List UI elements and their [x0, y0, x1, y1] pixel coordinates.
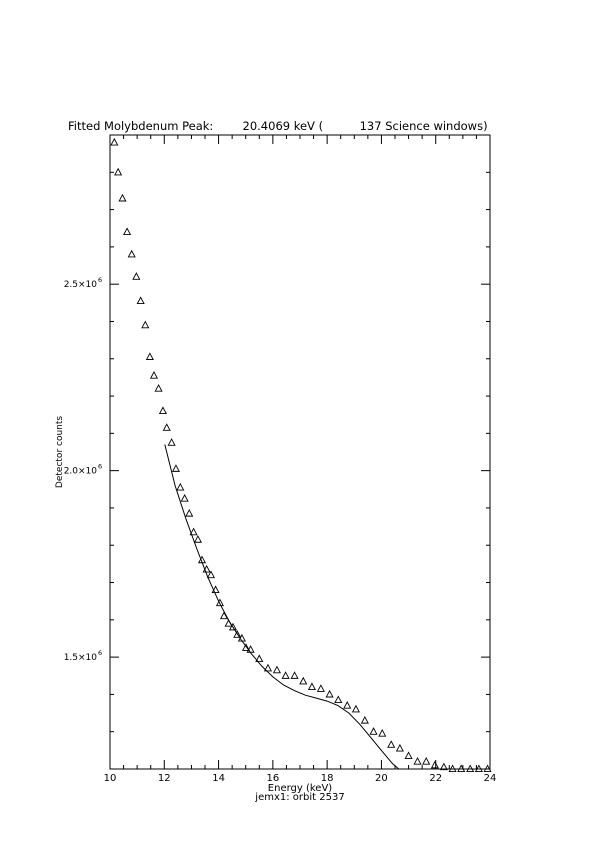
y-tick-label-exponent: 6	[98, 463, 102, 471]
x-tick-label: 16	[266, 773, 279, 784]
data-point	[430, 760, 439, 769]
data-point	[360, 715, 369, 724]
data-point	[211, 585, 220, 594]
data-point	[387, 740, 396, 748]
y-axis-label: Detector counts	[55, 416, 65, 488]
x-axis-ticks	[109, 135, 491, 769]
data-point	[206, 570, 216, 579]
data-point	[189, 527, 198, 536]
data-point	[185, 508, 194, 517]
x-tick-label: 14	[212, 773, 225, 784]
data-point	[118, 193, 127, 202]
data-point	[123, 227, 132, 236]
data-point	[263, 663, 273, 672]
data-point	[343, 701, 352, 709]
data-point	[127, 249, 136, 258]
x-tick-label: 12	[158, 773, 171, 784]
data-point	[448, 764, 457, 773]
data-point	[114, 167, 123, 176]
data-point	[154, 384, 163, 392]
data-point	[241, 643, 251, 651]
data-point	[316, 684, 325, 692]
data-point	[307, 682, 316, 691]
data-point	[413, 756, 422, 765]
data-point	[395, 743, 404, 752]
data-point	[136, 296, 145, 305]
x-tick-label: 22	[429, 773, 442, 784]
data-point	[162, 423, 171, 431]
y-tick-label-exponent: 6	[98, 276, 102, 284]
chart-title: Fitted Molybdenum Peak: 20.4069 keV ( 13…	[68, 119, 488, 133]
data-point	[193, 535, 202, 543]
data-point	[369, 727, 378, 735]
y-tick-label: 2.0×10	[64, 467, 98, 477]
data-point	[180, 494, 189, 502]
data-point	[483, 764, 492, 773]
data-point	[171, 464, 181, 472]
data-point	[110, 137, 119, 146]
data-point	[272, 665, 281, 674]
data-points	[110, 137, 492, 773]
x-axis-label: Energy (keV)	[268, 783, 333, 794]
x-tick-label: 10	[104, 773, 117, 784]
data-point	[299, 676, 308, 685]
data-point	[233, 630, 242, 638]
x-axis-tick-labels: 10 12 14 16 18 20 22 24	[104, 773, 497, 784]
data-point	[141, 320, 150, 329]
data-point	[281, 671, 290, 679]
y-tick-label: 1.5×10	[64, 653, 98, 663]
data-point	[457, 764, 466, 773]
data-point	[132, 272, 141, 280]
data-point	[466, 764, 475, 773]
x-tick-label: 24	[484, 773, 497, 784]
data-point	[176, 482, 185, 491]
data-point	[228, 622, 238, 631]
data-point	[158, 406, 167, 415]
y-axis-tick-labels: 1.5×10 62.0×10 62.5×10 6	[64, 276, 102, 663]
data-point	[404, 751, 413, 759]
data-point	[149, 370, 159, 379]
data-point	[145, 352, 154, 360]
data-point	[290, 671, 299, 679]
chart-subtitle: jemx1: orbit 2537	[254, 792, 344, 803]
data-point	[474, 764, 483, 773]
data-point	[334, 695, 343, 704]
y-axis-ticks	[110, 134, 490, 770]
data-point	[215, 598, 224, 607]
y-tick-label-exponent: 6	[98, 649, 102, 657]
x-tick-label: 20	[375, 773, 388, 784]
data-point	[167, 438, 176, 446]
data-point	[439, 762, 448, 771]
data-point	[422, 756, 431, 765]
data-point	[255, 654, 264, 663]
fit-curve	[164, 444, 400, 769]
data-point	[351, 704, 360, 713]
data-point	[378, 729, 387, 737]
data-point	[325, 689, 334, 698]
x-tick-label: 18	[321, 773, 334, 784]
y-tick-label: 2.5×10	[64, 280, 98, 290]
